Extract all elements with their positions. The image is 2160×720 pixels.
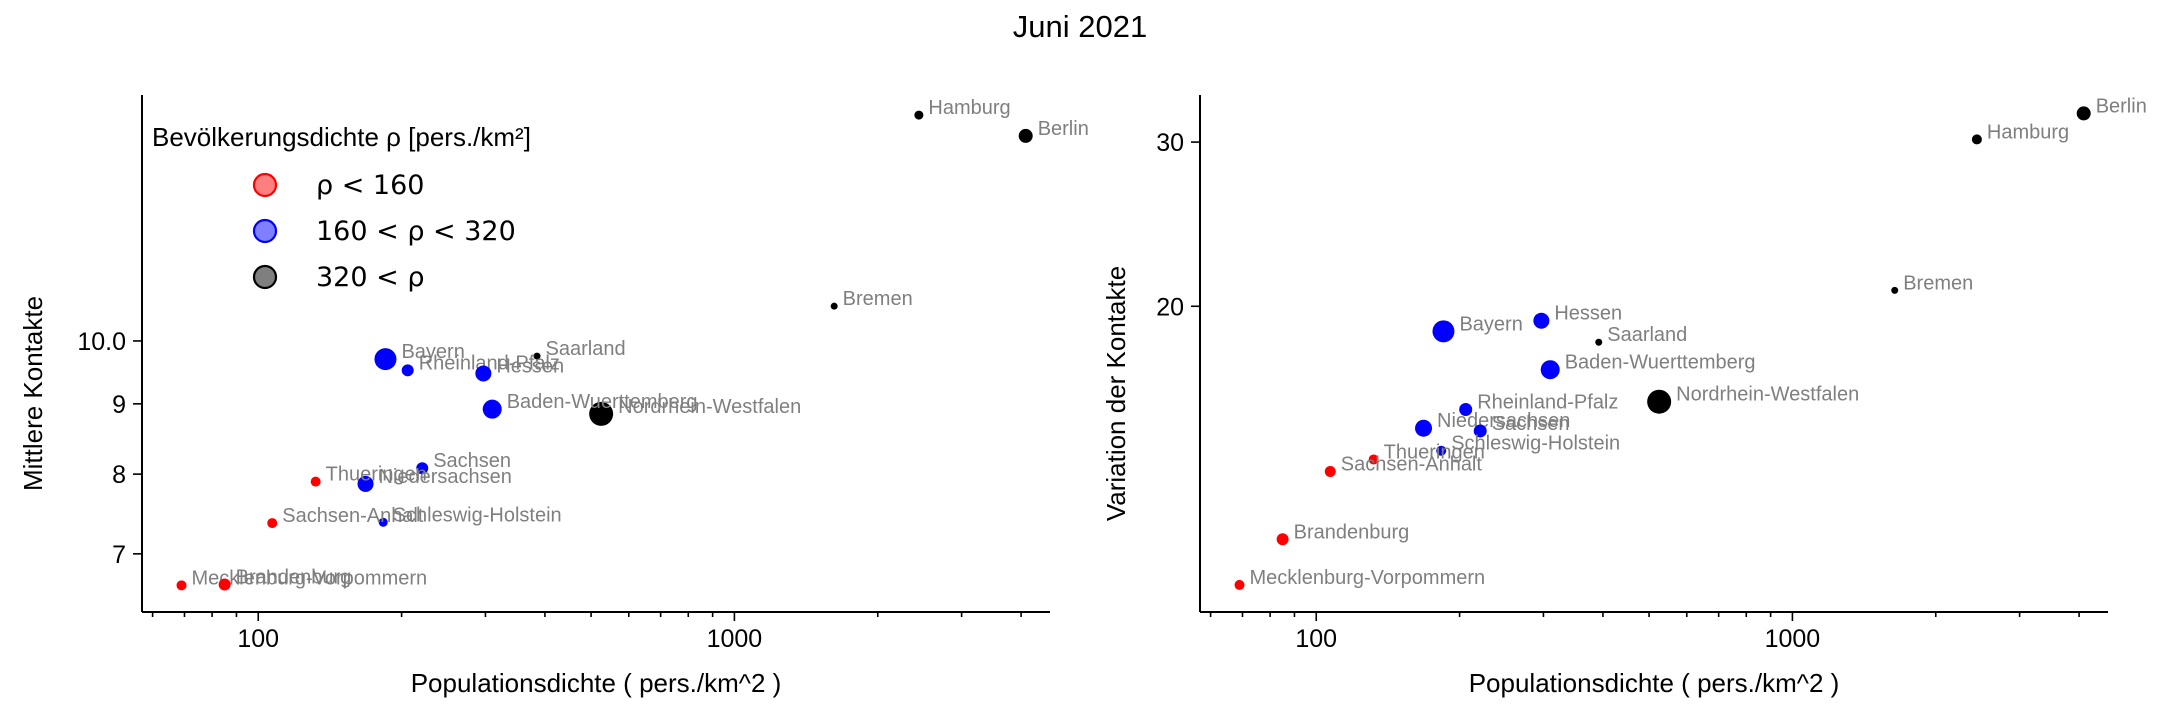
data-point-label: Sachsen-Anhalt (282, 505, 424, 527)
y-tick-label: 30 (1156, 129, 1184, 157)
data-point (1324, 465, 1336, 477)
legend-marker-low (252, 172, 278, 198)
figure-title: Juni 2021 (1013, 9, 1147, 44)
x-axis-label: Populationsdichte ( pers./km^2 ) (1469, 668, 1840, 698)
legend: Bevölkerungsdichte ρ [pers./km²] ρ < 160… (152, 122, 531, 293)
data-point-label: Niedersachsen (379, 466, 512, 488)
data-point (482, 399, 502, 419)
data-point (1891, 286, 1899, 294)
data-point (1415, 419, 1433, 437)
legend-label-mid: 160 < ρ < 320 (316, 216, 516, 247)
data-point (475, 365, 492, 382)
data-point-label: Baden-Wuerttemberg (507, 391, 698, 413)
data-point-label: Saarland (546, 338, 626, 360)
data-point-label: Brandenburg (236, 566, 352, 588)
x-axis-label: Populationsdichte ( pers./km^2 ) (411, 668, 782, 698)
data-point-label: Mecklenburg-Vorpommern (192, 567, 428, 589)
legend-title: Bevölkerungsdichte ρ [pers./km²] (152, 122, 531, 152)
data-point-label: Bremen (843, 288, 913, 310)
data-point (533, 352, 541, 360)
legend-label-high: 320 < ρ (316, 262, 424, 293)
data-point-label: Saarland (1607, 324, 1687, 346)
data-point-label: Nordrhein-Westfalen (618, 396, 801, 418)
x-tick-label: 100 (237, 625, 279, 653)
y-axis-label: Mittlere Kontakte (18, 296, 48, 491)
y-tick-label: 10.0 (77, 328, 126, 356)
data-point-label: Thueringen (1384, 441, 1485, 463)
data-point (1533, 312, 1550, 329)
data-point (1971, 134, 1982, 145)
data-point-label: Thueringen (326, 464, 427, 486)
data-point (1368, 454, 1379, 465)
data-point-label: Sachsen (433, 450, 511, 472)
data-point-label: Sachsen (1492, 413, 1570, 435)
data-point (1473, 424, 1487, 438)
x-tick-label: 100 (1295, 625, 1337, 653)
data-point-label: Hessen (1554, 303, 1622, 325)
x-tick-label: 1000 (707, 625, 763, 653)
data-point (914, 110, 924, 120)
data-point-label: Sachsen-Anhalt (1341, 453, 1483, 475)
data-point (1018, 128, 1033, 143)
data-point-label: Schleswig-Holstein (393, 504, 562, 526)
data-point-label: Mecklenburg-Vorpommern (1250, 567, 1486, 589)
legend-label-low: ρ < 160 (316, 170, 424, 201)
left-scatter-panel: 100 1000 7 8 9 10.0 Populationsdichte ( pers./… (18, 95, 1089, 698)
data-point-label: Hamburg (1987, 121, 2069, 143)
data-point-label: Rheinland-Pfalz (419, 352, 560, 374)
data-point (1234, 579, 1245, 590)
data-point (378, 517, 388, 527)
data-point-label: Bayern (401, 341, 464, 363)
data-point (218, 578, 231, 591)
data-point-label: Bremen (1903, 272, 1973, 294)
data-point (267, 518, 278, 529)
data-point (1459, 402, 1473, 416)
data-point (176, 580, 187, 591)
data-point (1276, 533, 1289, 546)
data-point (357, 475, 374, 492)
y-axis-label: Variation der Kontakte (1101, 266, 1131, 521)
data-point-label: Baden-Wuerttemberg (1565, 352, 1756, 374)
data-point-label: Brandenburg (1294, 521, 1410, 543)
data-point-label: Berlin (2096, 95, 2147, 117)
data-point (830, 302, 838, 310)
data-point (401, 364, 414, 377)
legend-marker-high (252, 264, 278, 290)
x-tick-label: 1000 (1765, 625, 1821, 653)
data-point (310, 476, 321, 487)
data-point (1595, 338, 1603, 346)
y-tick-label: 9 (112, 391, 126, 419)
data-point-label: Niedersachsen (1437, 410, 1570, 432)
data-point-label: Nordrhein-Westfalen (1676, 384, 1859, 406)
data-point-label: Rheinland-Pfalz (1477, 391, 1618, 413)
data-point-label: Bayern (1459, 313, 1522, 335)
data-point (1540, 360, 1560, 380)
data-point-label: Schleswig-Holstein (1451, 433, 1620, 455)
y-tick-label: 20 (1156, 293, 1184, 321)
legend-marker-mid (252, 218, 278, 244)
data-point-label: Hessen (496, 355, 564, 377)
data-point (1432, 320, 1455, 343)
data-point (374, 348, 397, 371)
data-point (416, 462, 429, 475)
right-scatter-panel: 100 1000 20 30 Populationsdichte ( pers./km^… (1101, 95, 2147, 698)
data-point (1436, 445, 1447, 456)
data-point (1647, 389, 1672, 414)
y-tick-label: 8 (112, 461, 126, 489)
data-point-label: Berlin (1038, 118, 1089, 140)
data-point (2076, 106, 2091, 121)
data-point (589, 401, 614, 426)
y-tick-label: 7 (112, 541, 126, 569)
data-point-label: Hamburg (928, 97, 1010, 119)
